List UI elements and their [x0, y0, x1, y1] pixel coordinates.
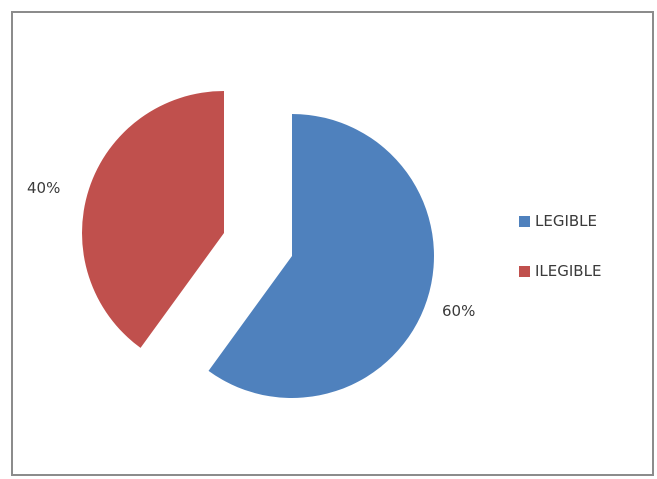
legend-label-legible: LEGIBLE: [535, 212, 597, 230]
pie-slice-legible: [209, 114, 434, 398]
legend-item-ilegible: ILEGIBLE: [519, 259, 601, 283]
legend-item-legible: LEGIBLE: [519, 209, 601, 233]
data-label-legible: 60%: [442, 302, 475, 320]
legend-label-ilegible: ILEGIBLE: [535, 262, 601, 280]
legend-swatch-ilegible: [519, 266, 530, 277]
legend: LEGIBLE ILEGIBLE: [519, 209, 601, 309]
data-label-ilegible: 40%: [27, 179, 60, 197]
pie-slice-ilegible: [82, 91, 224, 348]
legend-swatch-legible: [519, 216, 530, 227]
